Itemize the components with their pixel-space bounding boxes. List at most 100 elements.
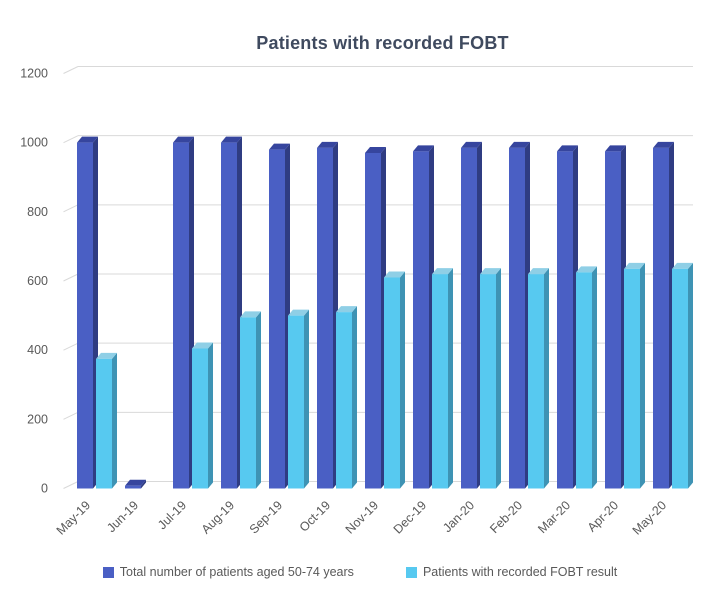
bar-top xyxy=(96,352,117,359)
gridline-depth-tick-200 xyxy=(63,411,79,420)
bars-fobt-Nov-19 xyxy=(384,271,405,489)
bar-front xyxy=(317,147,333,489)
bar-top xyxy=(365,147,386,154)
bar-front xyxy=(432,274,448,489)
bars-fobt-Oct-19 xyxy=(336,306,357,489)
bars-fobt-Dec-19 xyxy=(432,268,453,489)
bar-front xyxy=(221,142,237,489)
bar-top xyxy=(269,143,290,150)
y-tick-label-600: 600 xyxy=(27,274,48,288)
bar-front xyxy=(624,268,640,489)
bar-front xyxy=(557,151,573,489)
bar-top xyxy=(384,271,405,278)
x-tick-label-Apr-20: Apr-20 xyxy=(585,498,621,534)
bar-top xyxy=(509,141,530,148)
x-tick-label-Jul-19: Jul-19 xyxy=(155,498,189,532)
x-tick-label-Jun-19: Jun-19 xyxy=(104,498,141,535)
bars-total-Nov-19 xyxy=(365,147,386,489)
bar-side xyxy=(256,311,261,489)
bar-top xyxy=(480,268,501,275)
x-tick-label-Sep-19: Sep-19 xyxy=(247,498,285,536)
bar-side xyxy=(640,262,645,489)
y-tick-label-800: 800 xyxy=(27,205,48,219)
legend-swatch-total-patients xyxy=(102,566,114,578)
bar-front xyxy=(96,358,112,489)
bar-top xyxy=(413,145,434,152)
bar-front xyxy=(653,147,669,489)
gridline-depth-tick-400 xyxy=(63,342,79,351)
legend-label-fobt-result: Patients with recorded FOBT result xyxy=(422,565,618,579)
bar-side xyxy=(352,306,357,489)
bar-front xyxy=(269,149,285,489)
bar-top xyxy=(288,309,309,316)
bars-fobt-Mar-20 xyxy=(576,266,597,489)
bar-front xyxy=(384,277,400,489)
y-tick-label-0: 0 xyxy=(41,482,48,496)
x-tick-label-Feb-20: Feb-20 xyxy=(487,498,525,536)
gridline-depth-tick-0 xyxy=(63,481,79,489)
bars-fobt-Jan-20 xyxy=(480,268,501,489)
bars-total-Dec-19 xyxy=(413,145,434,489)
chart-title: Patients with recorded FOBT xyxy=(256,33,509,53)
x-tick-label-Dec-19: Dec-19 xyxy=(391,498,429,536)
bar-front xyxy=(528,274,544,489)
gridline-depth-tick-800 xyxy=(63,204,79,213)
bar-front xyxy=(605,151,621,489)
bar-side xyxy=(304,309,309,489)
bar-top xyxy=(557,145,578,152)
bar-top xyxy=(672,262,693,269)
bar-top xyxy=(77,136,98,143)
bars-fobt-Sep-19 xyxy=(288,309,309,489)
bars-total-Mar-20 xyxy=(557,145,578,489)
bars-fobt-May-19 xyxy=(96,352,117,489)
gridline-depth-tick-1000 xyxy=(63,135,79,144)
bar-front xyxy=(125,485,141,489)
bar-side xyxy=(141,479,146,489)
bar-front xyxy=(173,142,189,489)
bar-top xyxy=(336,306,357,313)
bars-total-Oct-19 xyxy=(317,141,338,489)
bar-top xyxy=(173,136,194,143)
bars-total-Aug-19 xyxy=(221,136,242,489)
bar-top xyxy=(432,268,453,275)
gridline-depth-tick-600 xyxy=(63,273,79,282)
bar-side xyxy=(400,271,405,489)
x-tick-label-Nov-19: Nov-19 xyxy=(343,498,381,536)
bar-front xyxy=(336,312,352,489)
bars-total-May-19 xyxy=(77,136,98,489)
bar-top xyxy=(461,141,482,148)
bar-top xyxy=(192,342,213,349)
bar-front xyxy=(509,147,525,489)
bar-top xyxy=(240,311,261,318)
chart-legend: Total number of patients aged 50-74 year… xyxy=(0,565,720,579)
bars-fobt-May-20 xyxy=(672,262,693,489)
bar-front xyxy=(461,147,477,489)
y-tick-label-1000: 1000 xyxy=(20,136,48,150)
bar-front xyxy=(365,153,381,489)
bar-front xyxy=(480,274,496,489)
gridline-depth-tick-1200 xyxy=(63,66,79,74)
legend-label-total-patients: Total number of patients aged 50-74 year… xyxy=(119,565,354,579)
bar-front xyxy=(413,151,429,489)
bar-top xyxy=(605,145,626,152)
bar-side xyxy=(448,268,453,489)
bar-front xyxy=(240,317,256,489)
bars-fobt-Apr-20 xyxy=(624,262,645,489)
bar-front xyxy=(192,348,208,489)
legend-swatch-fobt-result xyxy=(405,566,417,578)
bar-front xyxy=(672,268,688,489)
bar-top xyxy=(528,268,549,275)
bar-side xyxy=(112,352,117,489)
x-tick-label-May-19: May-19 xyxy=(54,498,93,537)
bars-total-Sep-19 xyxy=(269,143,290,489)
y-tick-label-200: 200 xyxy=(27,412,48,426)
bar-top xyxy=(653,141,674,148)
bar-front xyxy=(77,142,93,489)
bars-total-Jun-19 xyxy=(125,479,146,489)
bar-top xyxy=(576,266,597,273)
bars-total-Apr-20 xyxy=(605,145,626,489)
x-tick-label-Aug-19: Aug-19 xyxy=(199,498,237,536)
x-tick-label-Oct-19: Oct-19 xyxy=(297,498,333,534)
bar-top xyxy=(125,479,146,486)
